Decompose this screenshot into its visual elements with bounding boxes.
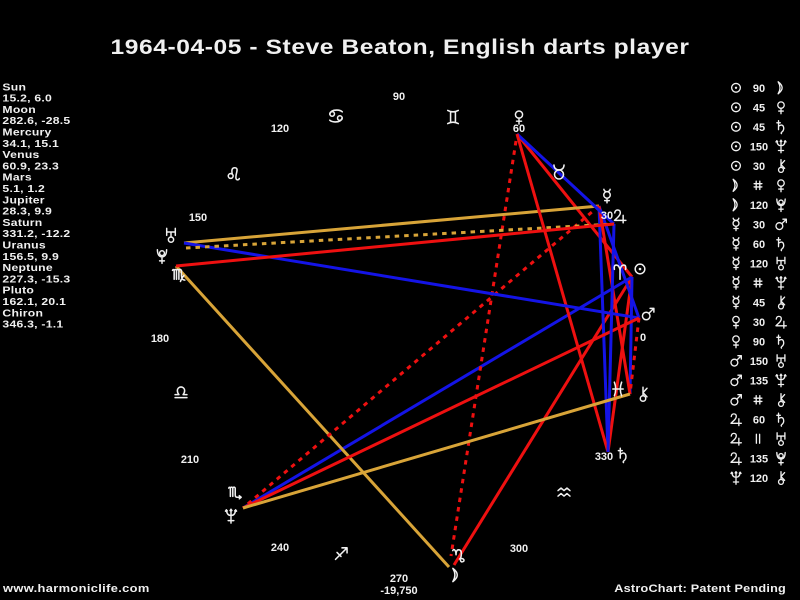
svg-text:30: 30	[601, 210, 613, 222]
svg-text:90: 90	[393, 91, 405, 103]
svg-text:282.6, -28.5: 282.6, -28.5	[2, 116, 70, 127]
svg-text:www.harmoniclife.com: www.harmoniclife.com	[2, 582, 150, 595]
svg-text:120: 120	[750, 258, 768, 270]
svg-text:Pluto: Pluto	[2, 286, 34, 297]
svg-text:Jupiter: Jupiter	[2, 195, 45, 206]
svg-text:120: 120	[271, 123, 289, 135]
svg-text:Neptune: Neptune	[2, 263, 52, 274]
svg-text:Moon: Moon	[2, 105, 35, 116]
svg-text:150: 150	[750, 356, 768, 368]
svg-text:90: 90	[753, 83, 765, 95]
svg-text:30: 30	[753, 219, 765, 231]
svg-text:120: 120	[750, 200, 768, 212]
svg-text:135: 135	[750, 453, 768, 465]
svg-text:0: 0	[640, 332, 646, 344]
svg-text:5.1, 1.2: 5.1, 1.2	[2, 184, 45, 195]
svg-text:300: 300	[510, 543, 528, 555]
svg-text:34.1, 15.1: 34.1, 15.1	[2, 139, 59, 150]
svg-text:150: 150	[189, 212, 207, 224]
svg-text:60: 60	[753, 239, 765, 251]
svg-text:Venus: Venus	[2, 150, 39, 161]
svg-text:210: 210	[181, 454, 199, 466]
svg-text:Mars: Mars	[2, 173, 31, 184]
svg-text:30: 30	[753, 317, 765, 329]
svg-text:227.3, -15.3: 227.3, -15.3	[2, 274, 70, 285]
svg-text:156.5, 9.9: 156.5, 9.9	[2, 252, 59, 263]
svg-text:Mercury: Mercury	[2, 127, 52, 138]
svg-text:90: 90	[753, 336, 765, 348]
svg-text:150: 150	[750, 141, 768, 153]
svg-text:162.1, 20.1: 162.1, 20.1	[2, 297, 66, 308]
svg-text:-19,750: -19,750	[380, 585, 417, 597]
svg-text:346.3, -1.1: 346.3, -1.1	[2, 320, 63, 331]
svg-text:240: 240	[271, 542, 289, 554]
svg-text:30: 30	[753, 161, 765, 173]
svg-text:270: 270	[390, 573, 408, 585]
svg-text:331.2, -12.2: 331.2, -12.2	[2, 229, 70, 240]
svg-text:Saturn: Saturn	[2, 218, 42, 229]
svg-text:180: 180	[151, 333, 169, 345]
svg-text:60.9, 23.3: 60.9, 23.3	[2, 161, 59, 172]
svg-text:330: 330	[595, 451, 613, 463]
svg-text:AstroChart: Patent Pending: AstroChart: Patent Pending	[614, 582, 786, 595]
svg-text:45: 45	[753, 297, 765, 309]
svg-text:45: 45	[753, 122, 765, 134]
svg-text:1964-04-05 - Steve Beaton, Eng: 1964-04-05 - Steve Beaton, English darts…	[111, 35, 690, 59]
svg-text:28.3, 9.9: 28.3, 9.9	[2, 207, 52, 218]
svg-text:15.2, 6.0: 15.2, 6.0	[2, 94, 52, 105]
svg-text:Chiron: Chiron	[2, 308, 43, 319]
svg-text:Uranus: Uranus	[2, 240, 45, 251]
svg-text:Sun: Sun	[2, 82, 26, 93]
svg-text:135: 135	[750, 375, 768, 387]
svg-text:60: 60	[753, 414, 765, 426]
svg-text:60: 60	[513, 123, 525, 135]
svg-text:120: 120	[750, 473, 768, 485]
svg-text:45: 45	[753, 102, 765, 114]
